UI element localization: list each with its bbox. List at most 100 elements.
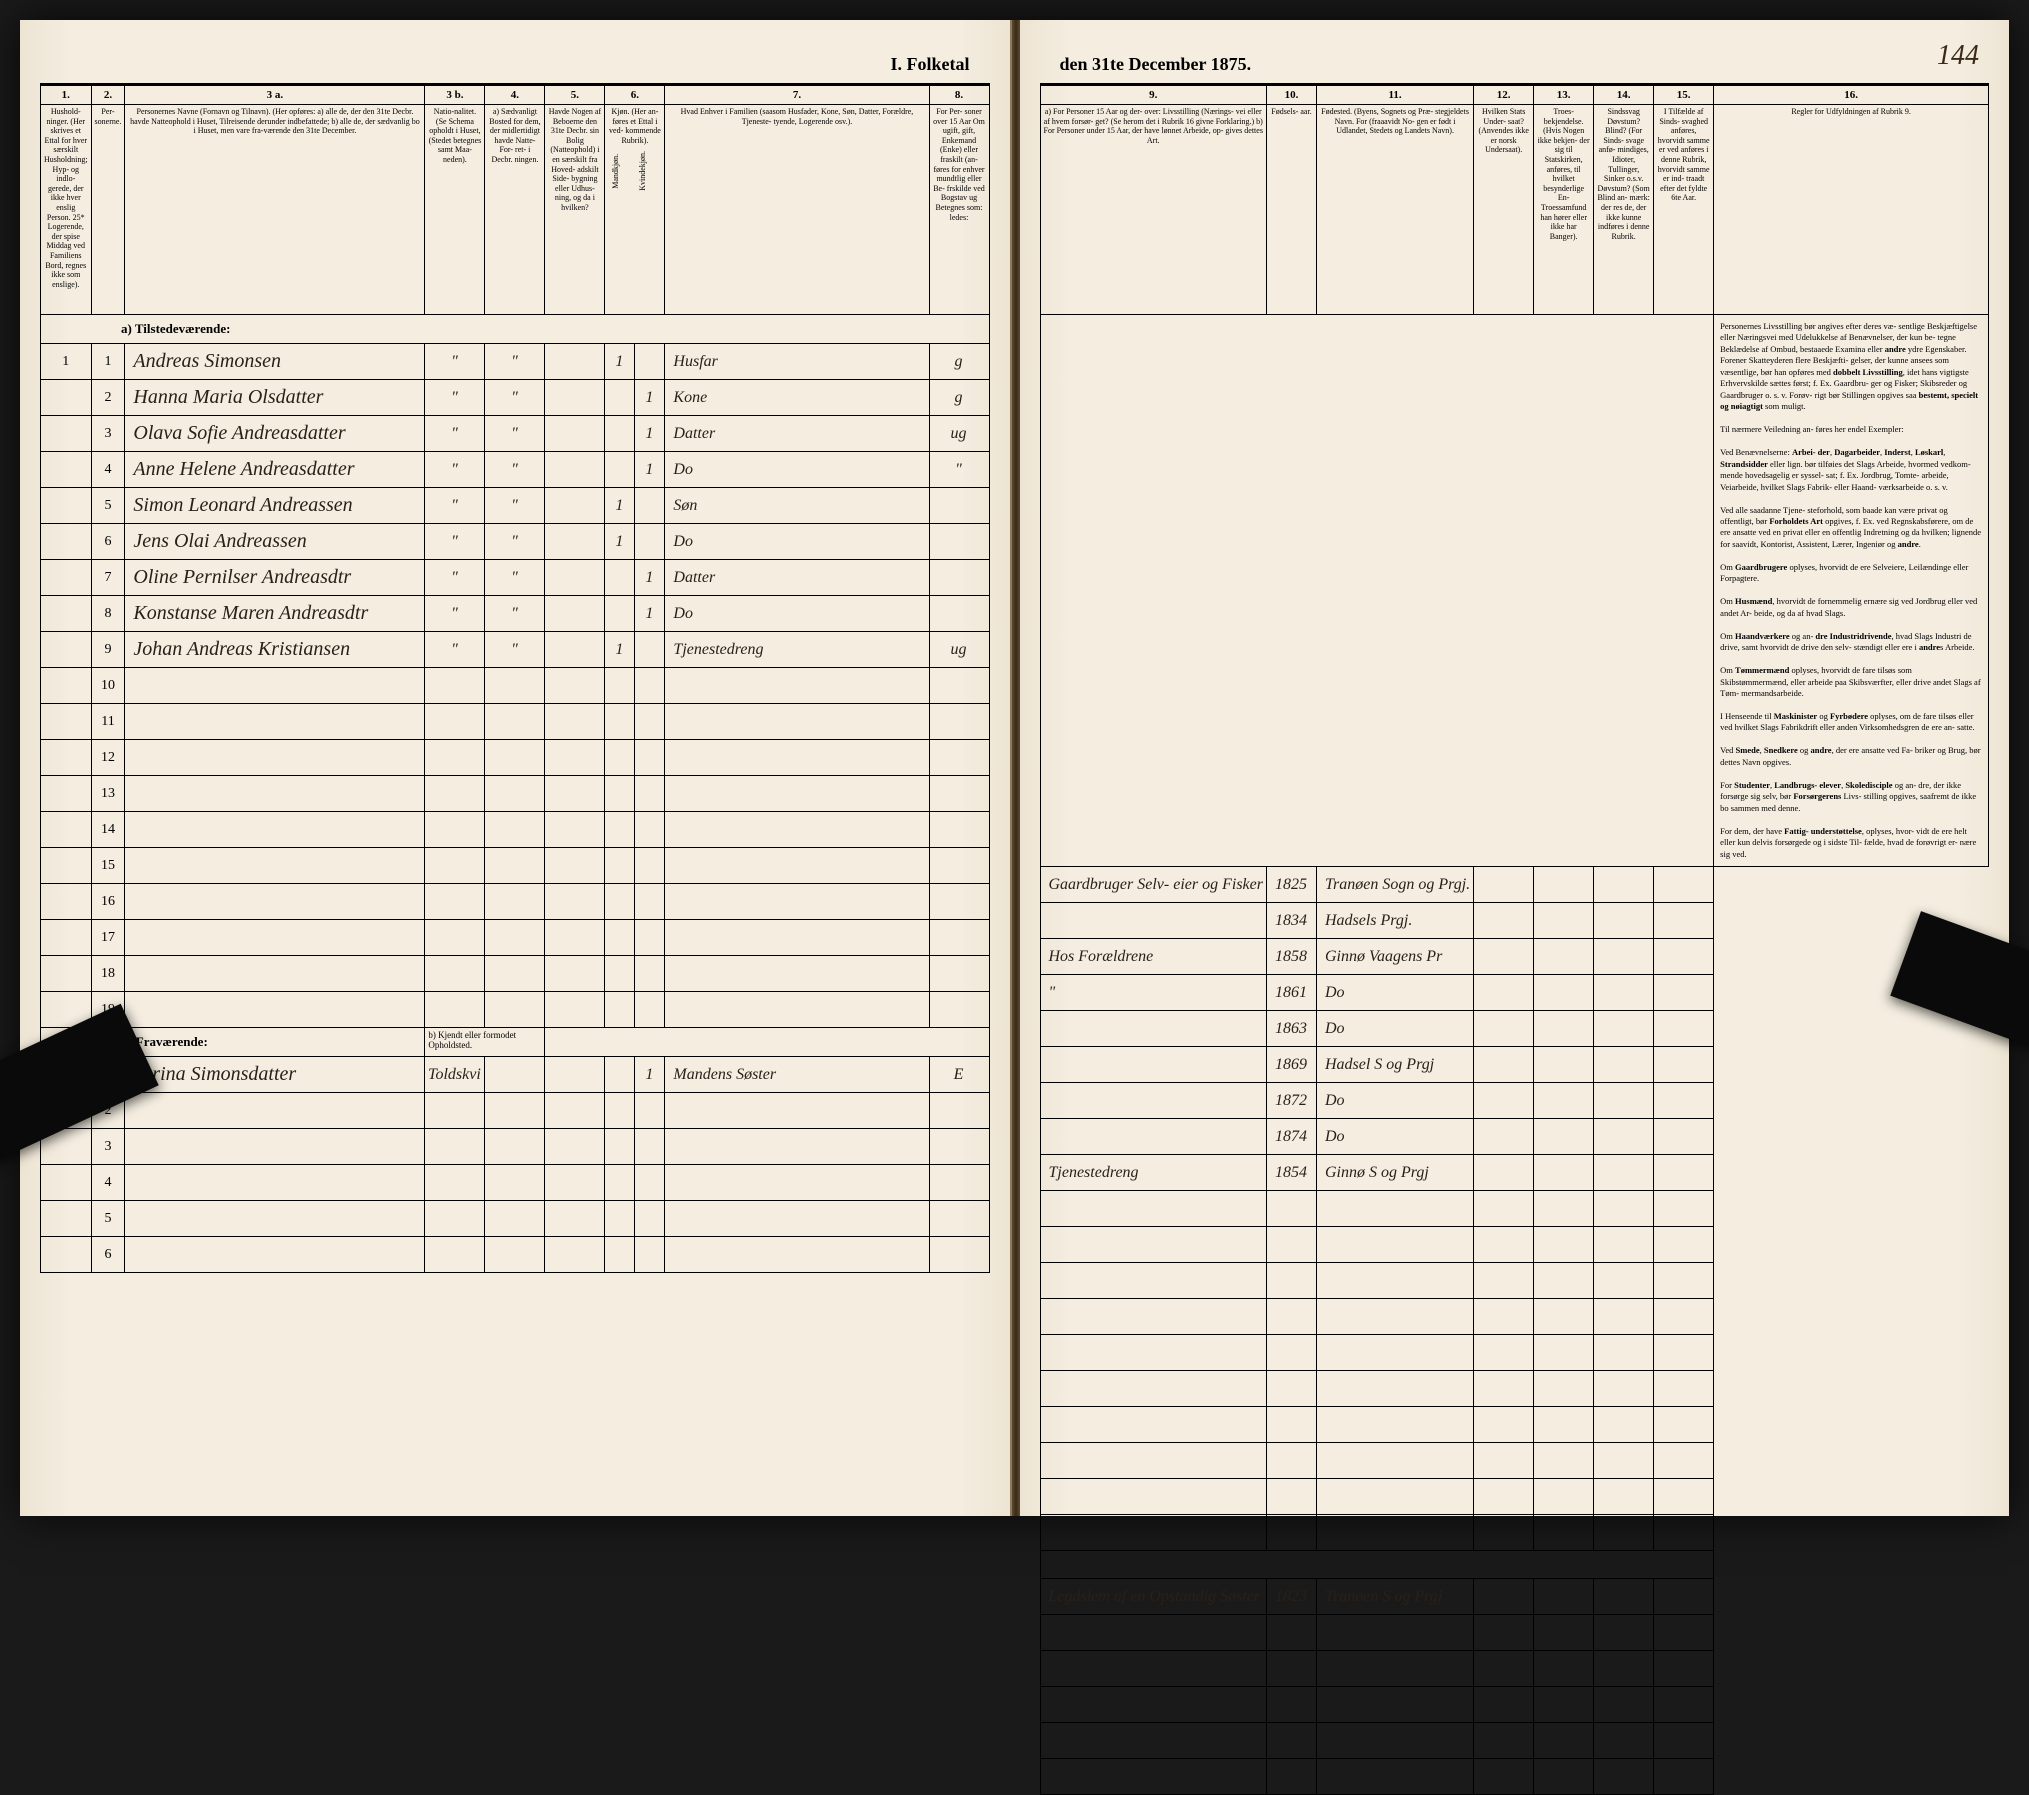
dwelling [545,452,605,488]
occupation: " [1040,975,1266,1011]
female: 1 [635,416,665,452]
table-row: 18 [41,956,990,992]
person-num: 12 [91,740,125,776]
birth-year: 1863 [1266,1011,1316,1047]
rules-text: Personernes Livsstilling bør angives eft… [1714,315,1989,867]
ledger-table-left: 1. 2. 3 a. 3 b. 4. 5. 6. 7. 8. Hushold- … [40,85,990,1273]
header-names: Personernes Navne (Fornavn og Tilnavn). … [125,105,425,315]
section-present: a) Tilstedeværende: [41,315,990,344]
birth-year: 1823 [1266,1579,1316,1615]
relation: Datter [665,416,929,452]
table-row: 5 [41,1201,990,1237]
table-row: 15 [41,848,990,884]
birth-place: Do [1316,975,1473,1011]
occupation [1040,1119,1266,1155]
col-num: 14. [1594,86,1654,105]
table-row: Gaardbruger Selv- eier og Fisker 1825 Tr… [1040,867,1989,903]
table-row: 8 Konstanse Maren Andreasdtr " " 1 Do [41,596,990,632]
female [635,488,665,524]
birth-year: 1854 [1266,1155,1316,1191]
header-faith: Troes- bekjendelse. (Hvis Nogen ikke bek… [1534,105,1594,315]
person-num: 15 [91,848,125,884]
dwelling [545,344,605,380]
person-name: Jens Olai Andreassen [125,524,425,560]
col-num: 2. [91,86,125,105]
female: 1 [635,452,665,488]
marital [929,596,989,632]
page-right: 144 den 31te December 1875. 9. 10. 11. 1… [1020,20,2010,1516]
relation: Do [665,524,929,560]
female: 1 [635,560,665,596]
dwelling [545,416,605,452]
occupation: Hos Forældrene [1040,939,1266,975]
person-name: Konstanse Maren Andreasdtr [125,596,425,632]
table-row [1040,1651,1989,1687]
person-name: Hanna Maria Olsdatter [125,380,425,416]
birth-year: 1861 [1266,975,1316,1011]
birth-place: Do [1316,1119,1473,1155]
relation: Mandens Søster [665,1057,929,1093]
table-row: 1874 Do [1040,1119,1989,1155]
male: 1 [605,488,635,524]
marital: ug [929,632,989,668]
table-row: 12 [41,740,990,776]
residence [485,1057,545,1093]
marital: g [929,344,989,380]
person-num: 5 [91,488,125,524]
dwelling [545,596,605,632]
person-name: Oline Pernilser Andreasdtr [125,560,425,596]
col-num: 7. [665,86,929,105]
birth-year: 1874 [1266,1119,1316,1155]
dwelling [545,560,605,596]
header-sex: Kjøn. (Her an- føres et Ettal i ved- kom… [605,105,665,315]
nationality: " [425,416,485,452]
household-num [41,596,92,632]
birth-place: Tranøen Sogn og Prgj. [1316,867,1473,903]
residence: " [485,524,545,560]
birth-place: Hadsels Prgj. [1316,903,1473,939]
table-row: 19 [41,992,990,1028]
table-row [1040,1407,1989,1443]
person-num: 9 [91,632,125,668]
table-row: 13 [41,776,990,812]
table-row [1040,1335,1989,1371]
person-num: 1 [91,344,125,380]
table-row: 5 Simon Leonard Andreassen " " 1 Søn [41,488,990,524]
person-num: 2 [91,380,125,416]
female: 1 [635,1057,665,1093]
marital: " [929,452,989,488]
table-row: 11 [41,704,990,740]
person-num: 8 [91,596,125,632]
birth-year: 1825 [1266,867,1316,903]
person-num: 3 [91,416,125,452]
person-num: 4 [91,452,125,488]
person-num: 5 [91,1201,125,1237]
table-row: 16 [41,884,990,920]
table-row: Legdslem af en Opstandig Søster 1823 Tra… [1040,1579,1989,1615]
residence: " [485,452,545,488]
household-num [41,416,92,452]
table-row: 1872 Do [1040,1083,1989,1119]
book-spine [1012,20,1020,1516]
col-num: 11. [1316,86,1473,105]
residence: " [485,488,545,524]
person-num: 3 [91,1129,125,1165]
household-num [41,524,92,560]
person-name: Anne Helene Andreasdatter [125,452,425,488]
table-row: 9 Johan Andreas Kristiansen " " 1 Tjenes… [41,632,990,668]
person-num: 17 [91,920,125,956]
col-num: 1. [41,86,92,105]
table-row [1040,1723,1989,1759]
household-num: 1 [41,344,92,380]
col-num: 13. [1534,86,1594,105]
person-num: 13 [91,776,125,812]
birth-year: 1869 [1266,1047,1316,1083]
male [605,452,635,488]
table-row: " 1861 Do [1040,975,1989,1011]
marital: ug [929,416,989,452]
ledger-table-right: 9. 10. 11. 12. 13. 14. 15. 16. a) For Pe… [1040,85,1990,1795]
header-disability: Sindssvag Døvstum? Blind? (For Sinds- sv… [1594,105,1654,315]
male [605,416,635,452]
dwelling [545,1057,605,1093]
col-num: 3 b. [425,86,485,105]
